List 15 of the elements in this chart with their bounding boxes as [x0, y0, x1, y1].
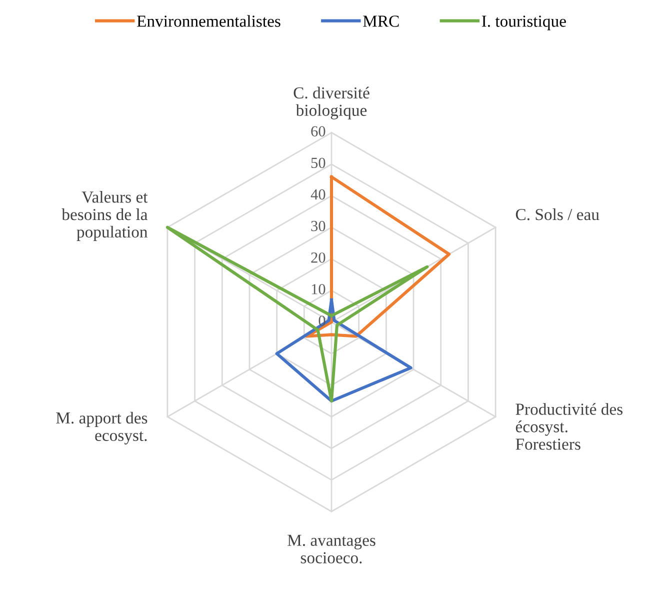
y-tick-label: 40	[310, 189, 326, 200]
y-tick-label: 10	[312, 284, 326, 294]
spoke-label: C. Sols / eau	[516, 208, 600, 220]
legend-label: MRC	[363, 16, 399, 27]
y-tick-label: 30	[311, 220, 326, 232]
spoke-label: Valeurs et besoins de la population	[62, 191, 148, 241]
y-tick-label: 60	[311, 126, 326, 136]
spoke-label: Productivité des écosyst. Forestiers	[516, 403, 622, 450]
spoke-label: M. avantages socioeco.	[288, 534, 376, 564]
spoke-label: C. diversité biologique	[294, 86, 370, 120]
y-tick-label: 20	[311, 252, 326, 263]
legend-label: I. touristique	[482, 16, 566, 30]
y-tick-label: 50	[311, 158, 326, 168]
legend-label: Environnementalistes	[136, 15, 280, 27]
spoke-label: M. apport des ecosyst.	[56, 412, 148, 444]
